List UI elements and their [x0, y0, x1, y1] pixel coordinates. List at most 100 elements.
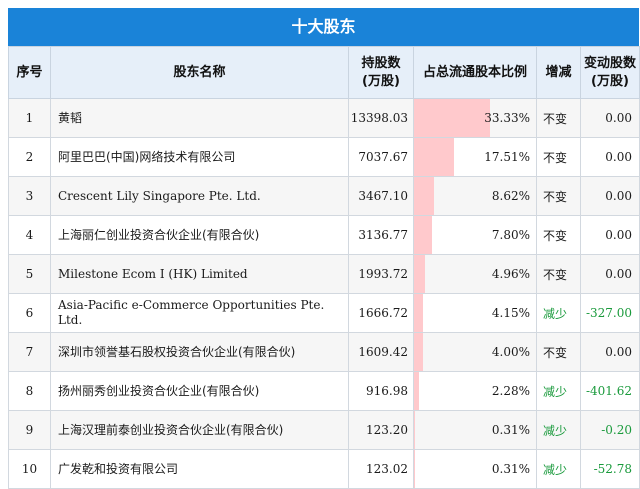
shareholder-name: 扬州丽秀创业投资合伙企业(有限合伙)	[50, 371, 349, 411]
ratio-bar	[414, 216, 432, 254]
change-amount: 0.00	[580, 98, 640, 138]
ratio-value: 8.62%	[491, 189, 530, 203]
change-amount: -327.00	[580, 293, 640, 333]
ratio-value: 4.15%	[491, 306, 530, 320]
table-row: 2 阿里巴巴(中国)网络技术有限公司 7037.67 17.51% 不变 0.00	[8, 137, 640, 177]
panel-title: 十大股东	[8, 8, 639, 46]
shareholder-name: 上海丽仁创业投资合伙企业(有限合伙)	[50, 215, 349, 255]
row-index: 8	[8, 371, 51, 411]
shares-value: 1666.72	[348, 293, 414, 333]
change-amount: 0.00	[580, 176, 640, 216]
shares-value: 916.98	[348, 371, 414, 411]
ratio-bar	[414, 99, 490, 137]
shareholder-name: 深圳市领誉基石股权投资合伙企业(有限合伙)	[50, 332, 349, 372]
ratio-bar	[414, 255, 426, 293]
ratio-cell: 8.62%	[413, 176, 537, 216]
row-index: 2	[8, 137, 51, 177]
ratio-cell: 17.51%	[413, 137, 537, 177]
ratio-value: 0.31%	[491, 462, 530, 476]
ratio-value: 17.51%	[484, 150, 530, 164]
table-row: 9 上海汉理前泰创业投资合伙企业(有限合伙) 123.20 0.31% 减少 -0.20	[8, 410, 640, 450]
header-shares: 持股数 (万股)	[348, 46, 414, 99]
table-header-row: 序号 股东名称 持股数 (万股) 占总流通股本比例 增减 变动股数 (万股)	[8, 46, 640, 99]
shares-value: 123.20	[348, 410, 414, 450]
change-amount: 0.00	[580, 332, 640, 372]
shares-value: 123.02	[348, 449, 414, 489]
row-index: 9	[8, 410, 51, 450]
row-index: 5	[8, 254, 51, 294]
ratio-cell: 0.31%	[413, 410, 537, 450]
ratio-value: 7.80%	[491, 228, 530, 242]
shares-value: 1993.72	[348, 254, 414, 294]
table-row: 3 Crescent Lily Singapore Pte. Ltd. 3467.1…	[8, 176, 640, 216]
row-index: 4	[8, 215, 51, 255]
change-status: 不变	[536, 215, 581, 255]
change-status: 减少	[536, 293, 581, 333]
ratio-bar	[414, 294, 424, 332]
ratio-value: 2.28%	[491, 384, 530, 398]
row-index: 7	[8, 332, 51, 372]
header-change-amount: 变动股数 (万股)	[580, 46, 640, 99]
shareholder-name: 阿里巴巴(中国)网络技术有限公司	[50, 137, 349, 177]
ratio-value: 0.31%	[491, 423, 530, 437]
shares-value: 13398.03	[348, 98, 414, 138]
row-index: 10	[8, 449, 51, 489]
ratio-bar	[414, 138, 454, 176]
ratio-cell: 0.31%	[413, 449, 537, 489]
row-index: 1	[8, 98, 51, 138]
ratio-bar	[414, 177, 434, 215]
table-row: 4 上海丽仁创业投资合伙企业(有限合伙) 3136.77 7.80% 不变 0.00	[8, 215, 640, 255]
shareholder-name: Crescent Lily Singapore Pte. Ltd.	[50, 176, 349, 216]
table-row: 1 黄韬 13398.03 33.33% 不变 0.00	[8, 98, 640, 138]
change-status: 不变	[536, 254, 581, 294]
table-row: 6 Asia-Pacific e-Commerce Opportunities P…	[8, 293, 640, 333]
change-status: 不变	[536, 137, 581, 177]
ratio-value: 4.96%	[491, 267, 530, 281]
shares-value: 3136.77	[348, 215, 414, 255]
change-amount: 0.00	[580, 137, 640, 177]
shareholder-name: 上海汉理前泰创业投资合伙企业(有限合伙)	[50, 410, 349, 450]
ratio-bar	[414, 372, 420, 410]
shareholders-table: 序号 股东名称 持股数 (万股) 占总流通股本比例 增减 变动股数 (万股) 1 黄韬…	[8, 46, 640, 489]
ratio-value: 4.00%	[491, 345, 530, 359]
change-status: 减少	[536, 410, 581, 450]
change-amount: -0.20	[580, 410, 640, 450]
table-row: 5 Milestone Ecom I (HK) Limited 1993.72 4.9…	[8, 254, 640, 294]
shares-value: 3467.10	[348, 176, 414, 216]
shareholder-name: 广发乾和投资有限公司	[50, 449, 349, 489]
header-name: 股东名称	[50, 46, 349, 99]
change-status: 不变	[536, 176, 581, 216]
ratio-cell: 4.15%	[413, 293, 537, 333]
row-index: 6	[8, 293, 51, 333]
ratio-cell: 7.80%	[413, 215, 537, 255]
change-amount: 0.00	[580, 215, 640, 255]
ratio-bar	[414, 333, 424, 371]
ratio-bar	[414, 411, 415, 449]
change-amount: -401.62	[580, 371, 640, 411]
change-status: 减少	[536, 449, 581, 489]
change-status: 不变	[536, 332, 581, 372]
change-amount: -52.78	[580, 449, 640, 489]
shareholders-panel: 十大股东 序号 股东名称 持股数 (万股) 占总流通股本比例 增减 变动股数 (万股…	[8, 8, 640, 489]
shareholder-name: Asia-Pacific e-Commerce Opportunities Pt…	[50, 293, 349, 333]
header-ratio: 占总流通股本比例	[413, 46, 537, 99]
table-row: 8 扬州丽秀创业投资合伙企业(有限合伙) 916.98 2.28% 减少 -401.62	[8, 371, 640, 411]
change-status: 减少	[536, 371, 581, 411]
header-index: 序号	[8, 46, 51, 99]
shares-value: 7037.67	[348, 137, 414, 177]
table-row: 7 深圳市领誉基石股权投资合伙企业(有限合伙) 1609.42 4.00% 不变 0.00	[8, 332, 640, 372]
header-change: 增减	[536, 46, 581, 99]
table-row: 10 广发乾和投资有限公司 123.02 0.31% 减少 -52.78	[8, 449, 640, 489]
ratio-cell: 33.33%	[413, 98, 537, 138]
ratio-cell: 4.96%	[413, 254, 537, 294]
ratio-value: 33.33%	[484, 111, 530, 125]
ratio-cell: 4.00%	[413, 332, 537, 372]
shareholder-name: Milestone Ecom I (HK) Limited	[50, 254, 349, 294]
change-status: 不变	[536, 98, 581, 138]
shareholder-name: 黄韬	[50, 98, 349, 138]
ratio-cell: 2.28%	[413, 371, 537, 411]
shares-value: 1609.42	[348, 332, 414, 372]
row-index: 3	[8, 176, 51, 216]
ratio-bar	[414, 450, 415, 488]
change-amount: 0.00	[580, 254, 640, 294]
